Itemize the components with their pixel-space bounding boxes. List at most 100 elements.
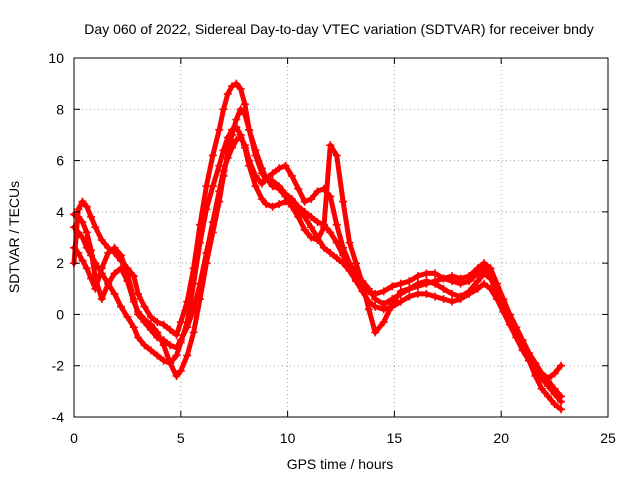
data-point [78,218,87,227]
x-tick-label: 20 [493,430,509,446]
data-point [176,336,185,345]
data-point [116,251,125,260]
data-point [129,323,138,332]
data-point [339,197,348,206]
data-point [550,400,559,409]
data-point [480,269,489,278]
data-point [275,184,284,193]
data-point [110,289,119,298]
data-point [134,307,143,316]
series-trace-d [70,105,566,414]
data-point [480,279,489,288]
data-point [537,384,546,393]
data-point [339,243,348,252]
data-point [78,233,87,242]
data-point [550,369,559,378]
data-point [307,233,316,242]
series-trace [71,135,564,381]
x-tick-label: 5 [177,430,185,446]
data-point [189,328,198,337]
data-point [319,243,328,252]
y-tick-label: 8 [56,101,64,117]
data-point [480,259,489,268]
data-point [332,254,341,263]
data-point [358,279,367,288]
data-point [262,200,271,209]
data-point [422,289,431,298]
data-point [104,279,113,288]
data-point [499,295,508,304]
data-point [448,297,457,306]
data-point [215,197,224,206]
data-point [172,371,181,380]
data-point [287,202,296,211]
data-point [166,359,175,368]
data-point [371,302,380,311]
data-point [240,141,249,150]
data-point [557,397,566,406]
data-point [183,351,192,360]
y-axis-tick-labels: -4 -2 0 2 4 6 8 10 [48,50,64,425]
data-point [388,300,397,309]
x-axis-title: GPS time / hours [287,456,394,472]
data-point [275,200,284,209]
data-point [140,315,149,324]
data-point [439,295,448,304]
data-point [228,130,237,139]
data-point [465,287,474,296]
data-point [251,171,260,180]
data-point [236,84,245,93]
data-point [307,195,316,204]
data-point [82,202,91,211]
data-point [257,164,266,173]
data-point [91,274,100,283]
data-point [439,274,448,283]
data-point [275,164,284,173]
data-point [371,295,380,304]
data-point [219,105,228,114]
data-point [223,148,232,157]
data-point [196,238,205,247]
data-point [240,100,249,109]
data-point [430,292,439,301]
data-point [219,171,228,180]
data-point [422,269,431,278]
data-point [245,125,254,134]
data-point [537,369,546,378]
data-point [439,284,448,293]
data-point [87,246,96,255]
data-point [215,125,224,134]
data-point [396,279,405,288]
y-tick-label: 0 [56,306,64,322]
data-point [116,264,125,273]
data-point [166,325,175,334]
data-point [319,223,328,232]
data-point [332,151,341,160]
data-point [268,169,277,178]
data-point [208,182,217,191]
data-point [405,292,414,301]
data-point [146,320,155,329]
data-point [448,271,457,280]
data-point [146,312,155,321]
chart-title: Day 060 of 2022, Sidereal Day-to-day VTE… [84,21,593,37]
data-point [332,220,341,229]
data-point [97,264,106,273]
data-point [430,277,439,286]
data-point [245,156,254,165]
data-point [557,405,566,414]
data-point [208,151,217,160]
data-point [313,187,322,196]
data-point [405,277,414,286]
data-point [159,320,168,329]
data-point [396,297,405,306]
data-point [82,264,91,273]
data-point [326,248,335,257]
data-point [313,218,322,227]
data-point [228,82,237,91]
data-point [123,312,132,321]
data-point [531,371,540,380]
data-point [473,264,482,273]
data-point [413,282,422,291]
data-point [153,351,162,360]
